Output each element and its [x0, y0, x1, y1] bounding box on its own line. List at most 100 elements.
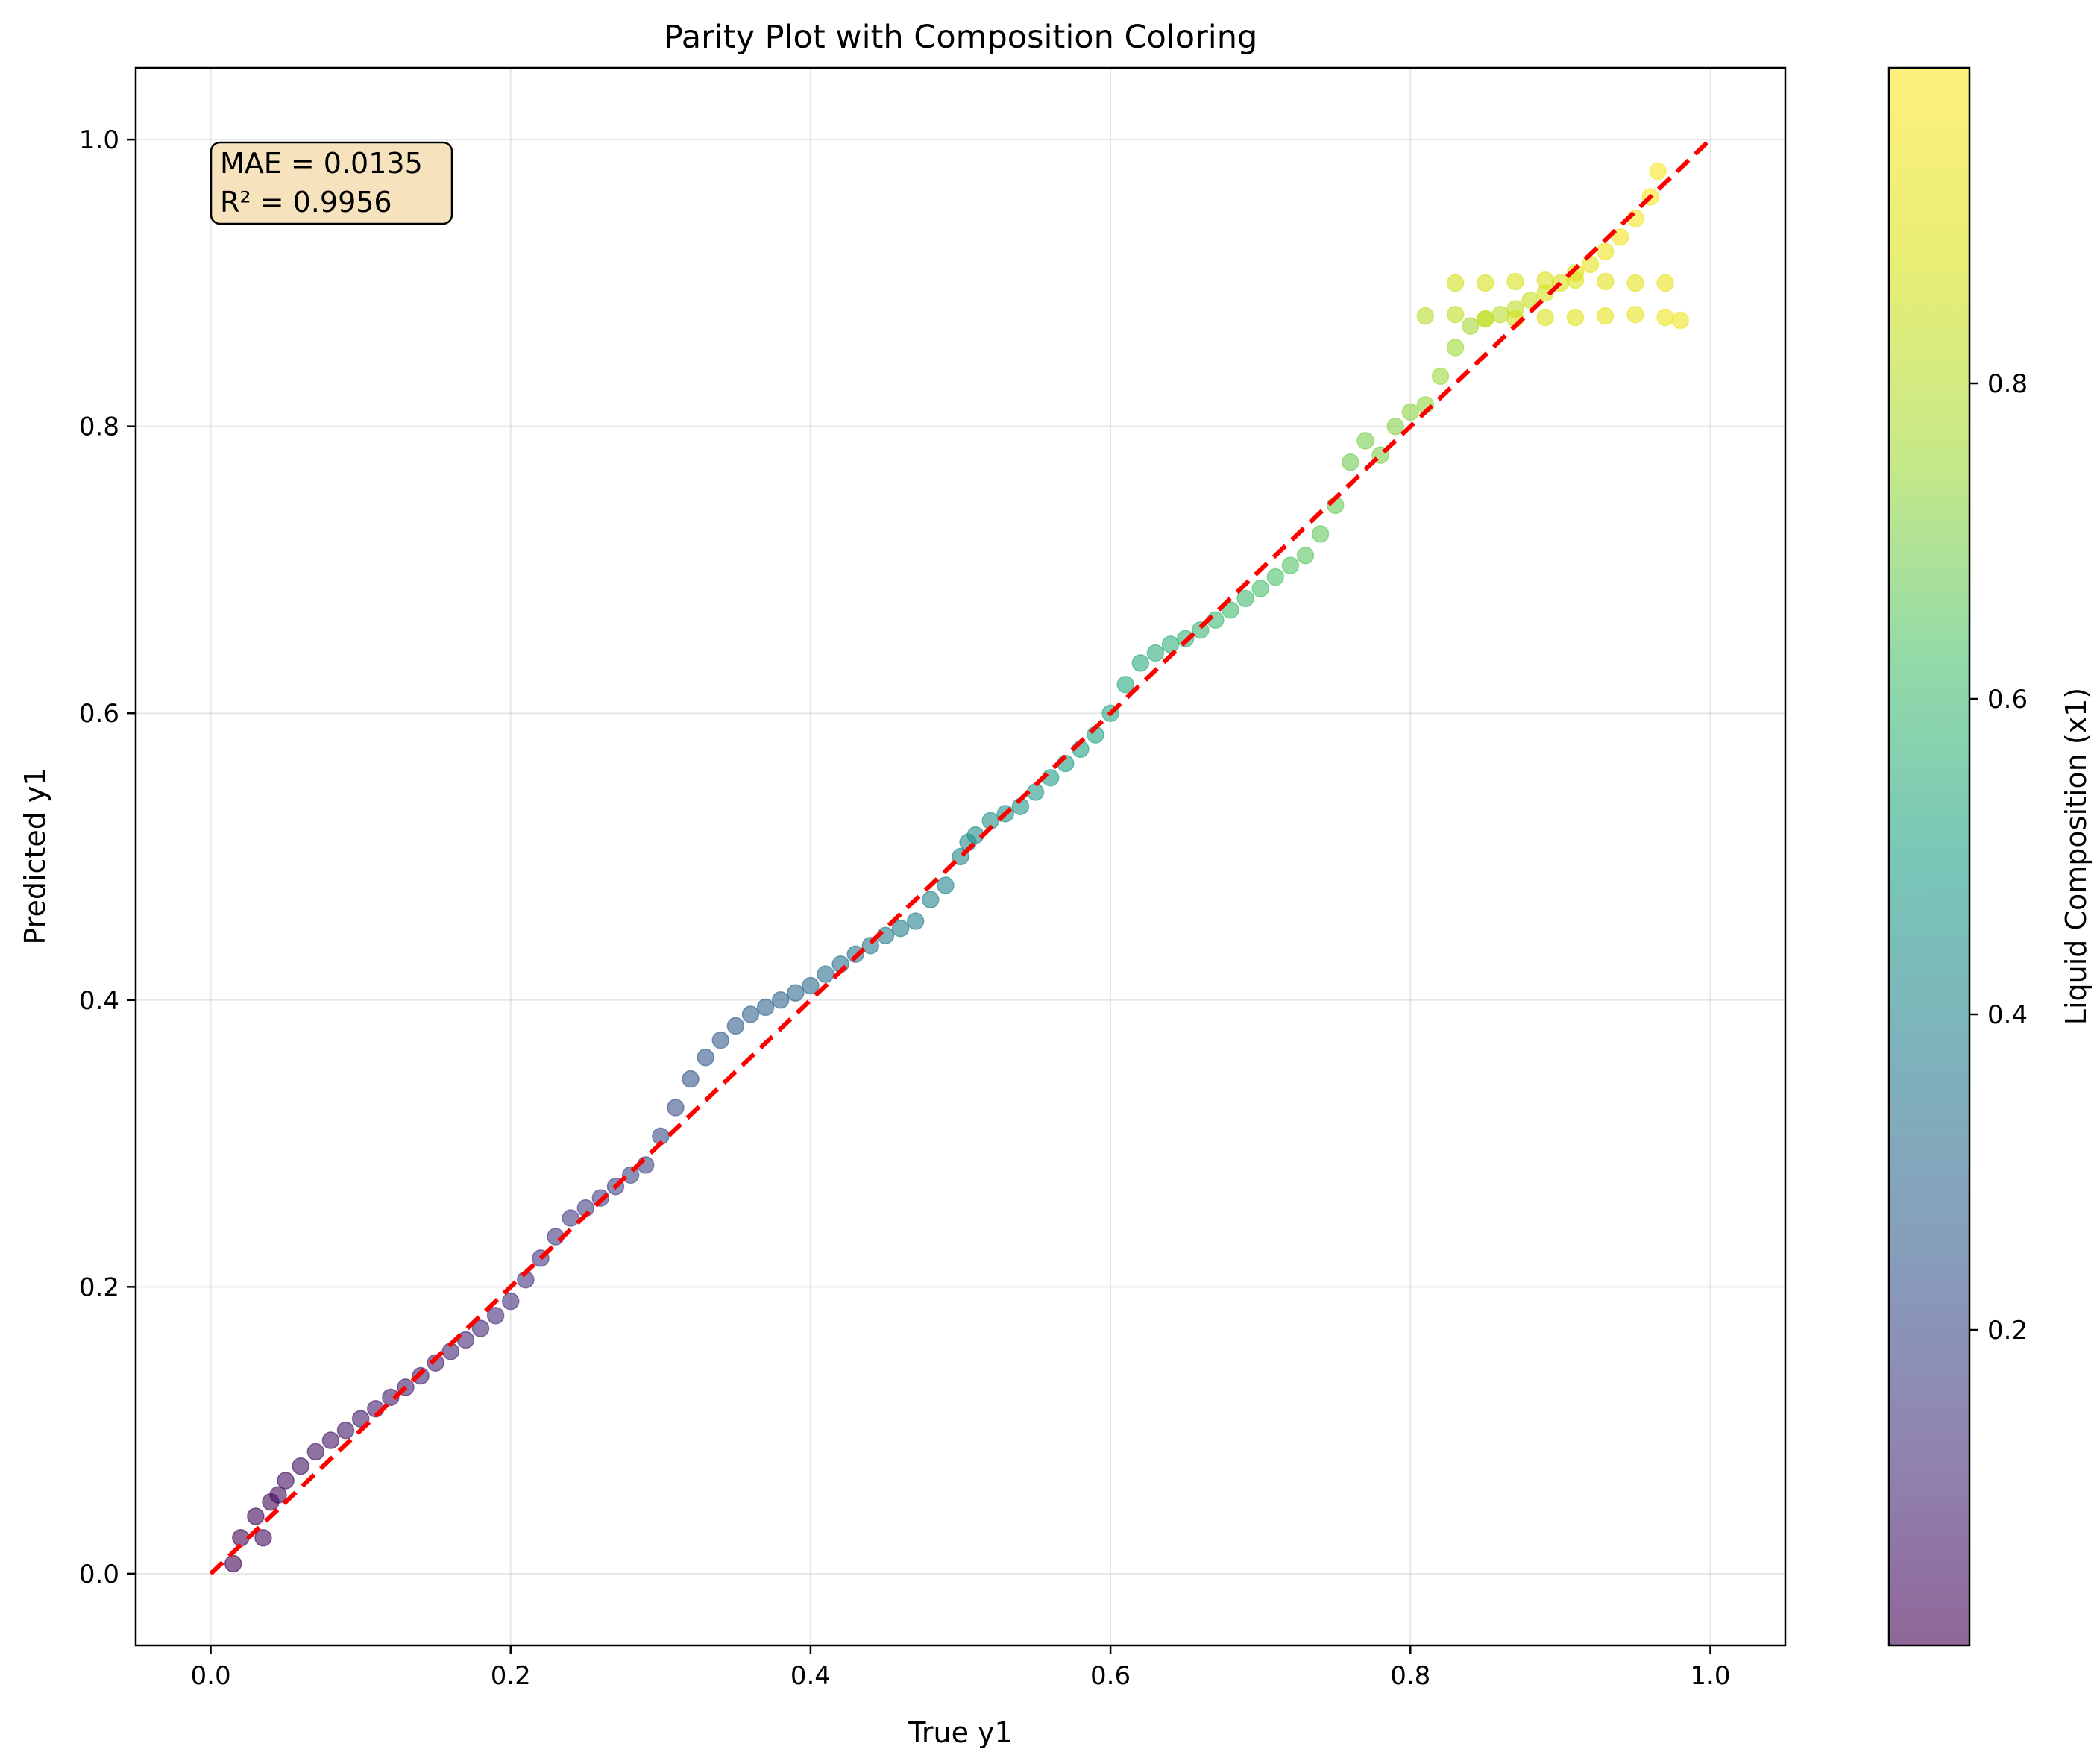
data-point [1431, 367, 1450, 386]
data-point [711, 1031, 730, 1049]
data-point [1131, 654, 1150, 672]
colorbar-tick-label: 0.2 [1987, 1316, 2028, 1346]
data-point [1401, 403, 1420, 421]
data-point [1296, 546, 1315, 565]
y-tick-label: 0.4 [79, 986, 119, 1016]
colorbar-tick-label: 0.6 [1987, 685, 2028, 715]
data-point [1477, 274, 1494, 292]
y-tick-label: 0.0 [79, 1560, 119, 1589]
data-point [1342, 453, 1359, 471]
gridlines [136, 68, 1785, 1645]
stats-mae: MAE = 0.0135 [220, 147, 423, 180]
data-point [1521, 291, 1539, 310]
data-point [232, 1529, 250, 1547]
data-point [891, 919, 910, 938]
colorbar-tick-label: 0.8 [1987, 369, 2028, 399]
data-point [922, 891, 940, 908]
y-tick-label: 0.2 [79, 1272, 119, 1302]
y-axis-ticks: 0.0 0.2 0.4 0.6 0.8 1.0 [79, 125, 136, 1589]
x-axis-ticks: 0.0 0.2 0.4 0.6 0.8 1.0 [191, 1645, 1730, 1691]
data-point [1416, 307, 1435, 325]
plot-frame [134, 66, 1787, 1647]
data-points [224, 162, 1689, 1573]
colorbar-ticks: 0.2 0.4 0.6 0.8 [1969, 369, 2028, 1346]
data-point [741, 1005, 760, 1023]
colorbar: 0.2 0.4 0.6 0.8 Liquid Composition (x1) [1887, 66, 2093, 1647]
data-point [1311, 525, 1330, 543]
data-point [269, 1486, 287, 1504]
data-point [1281, 556, 1300, 574]
data-point [1477, 310, 1494, 328]
data-point [1626, 305, 1644, 324]
x-tick-label: 0.6 [1090, 1661, 1131, 1691]
data-point [1656, 308, 1674, 327]
data-point [1596, 242, 1615, 260]
stats-box [210, 141, 453, 225]
data-point [817, 965, 834, 983]
x-tick-label: 0.0 [191, 1661, 231, 1691]
data-point [1161, 635, 1180, 653]
data-point [1612, 228, 1629, 246]
data-point [1596, 307, 1615, 325]
data-point [1026, 783, 1045, 801]
colorbar-label: Liquid Composition (x1) [2060, 688, 2093, 1025]
x-tick-label: 0.8 [1390, 1661, 1430, 1691]
data-point [1566, 308, 1585, 327]
data-point [1446, 274, 1465, 292]
data-point [247, 1507, 265, 1525]
data-point [1266, 568, 1285, 586]
data-point [486, 1307, 505, 1325]
data-point [1656, 274, 1674, 292]
data-point [1446, 305, 1465, 324]
data-point [906, 912, 925, 930]
data-point [1251, 580, 1269, 597]
data-point [501, 1292, 520, 1311]
x-axis-label: True y1 [908, 1716, 1012, 1749]
chart-title: Parity Plot with Composition Coloring [664, 19, 1258, 56]
data-point [351, 1410, 370, 1428]
data-point [682, 1070, 700, 1088]
data-point [1236, 589, 1254, 608]
data-point [1536, 308, 1555, 327]
y-tick-label: 0.6 [79, 699, 119, 729]
data-point [292, 1457, 309, 1475]
data-point [1649, 162, 1667, 181]
parity-reference-line [209, 137, 1712, 1576]
data-point [427, 1354, 444, 1372]
stats-annotation: MAE = 0.0135 R² = 0.9956 [210, 141, 453, 225]
data-point [1506, 272, 1524, 291]
data-point [1146, 644, 1165, 662]
data-point [771, 991, 790, 1009]
data-point [937, 876, 955, 894]
x-tick-label: 0.2 [491, 1661, 531, 1691]
data-point [787, 984, 805, 1002]
data-point [1222, 601, 1239, 619]
data-point [1461, 317, 1480, 335]
data-point [1566, 271, 1585, 289]
data-point [1116, 676, 1134, 694]
data-point [802, 976, 820, 995]
data-point [1536, 271, 1555, 289]
data-point [471, 1319, 490, 1337]
data-point [562, 1209, 579, 1227]
data-point [1446, 339, 1465, 357]
data-point [1626, 274, 1644, 292]
y-tick-label: 1.0 [79, 125, 119, 155]
y-axis-label: Predicted y1 [19, 768, 51, 944]
x-tick-label: 0.4 [790, 1661, 831, 1691]
data-point [1596, 272, 1615, 291]
data-point [382, 1388, 400, 1407]
data-point [726, 1017, 745, 1035]
data-point [254, 1529, 272, 1547]
data-point [697, 1048, 714, 1067]
data-point [321, 1431, 340, 1449]
data-point [756, 998, 775, 1017]
stats-r2: R² = 0.9956 [220, 186, 392, 219]
colorbar-tick-label: 0.4 [1987, 1000, 2028, 1030]
data-point [224, 1554, 242, 1573]
data-point [1386, 417, 1404, 436]
data-point [1671, 311, 1689, 330]
data-point [1491, 305, 1509, 324]
colorbar-gradient [1887, 66, 1971, 1647]
